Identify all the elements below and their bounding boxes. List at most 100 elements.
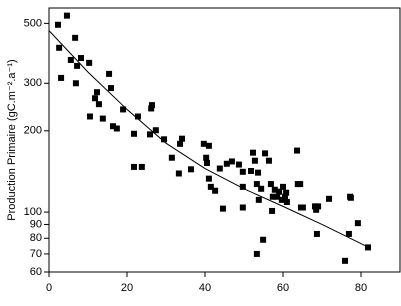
y-tick-label: 100: [24, 206, 42, 218]
x-tick-label: 0: [46, 282, 52, 294]
x-tick-label: 80: [355, 282, 367, 294]
point: [262, 150, 269, 157]
y-tick-label: 200: [24, 125, 42, 137]
point: [255, 169, 262, 176]
point: [248, 167, 255, 174]
point: [205, 175, 212, 182]
point: [177, 140, 184, 147]
point: [113, 125, 120, 132]
point: [235, 161, 242, 168]
y-tick-label: 300: [24, 77, 42, 89]
point: [131, 130, 138, 137]
point: [99, 115, 106, 122]
point: [297, 181, 304, 188]
point: [265, 157, 272, 164]
point: [274, 193, 281, 200]
point: [342, 257, 349, 264]
point: [187, 166, 194, 173]
point: [212, 187, 219, 194]
point: [347, 193, 354, 200]
point: [313, 230, 320, 237]
point: [200, 140, 207, 147]
point: [219, 205, 226, 212]
point: [72, 34, 79, 41]
point: [95, 101, 102, 108]
point: [67, 56, 74, 63]
y-tick-label: 500: [24, 17, 42, 29]
point: [152, 127, 159, 134]
point: [72, 80, 79, 87]
point: [239, 204, 246, 211]
point: [93, 89, 100, 96]
point: [239, 183, 246, 190]
point: [255, 196, 262, 203]
point: [253, 181, 260, 188]
point: [354, 220, 361, 227]
point: [148, 105, 155, 112]
plot-frame: [48, 7, 401, 273]
point: [315, 203, 322, 210]
point: [178, 135, 185, 142]
point: [147, 131, 154, 138]
point: [168, 154, 175, 161]
point: [54, 21, 61, 28]
point: [283, 189, 290, 196]
point: [253, 250, 260, 257]
point: [148, 102, 155, 109]
point: [269, 193, 276, 200]
point: [258, 185, 265, 192]
point: [283, 198, 290, 205]
y-axis-label: Production Primaire (gC.m⁻².a⁻¹): [6, 59, 18, 220]
y-tick-label: 60: [30, 266, 42, 278]
point: [56, 44, 63, 51]
point: [311, 203, 318, 210]
point: [161, 136, 168, 143]
y-tick-label: 80: [30, 232, 42, 244]
point: [345, 230, 352, 237]
point: [131, 163, 138, 170]
point: [228, 158, 235, 165]
point: [280, 183, 286, 190]
point: [203, 154, 210, 161]
x-tick-label: 60: [277, 282, 289, 294]
x-tick-label: 20: [121, 282, 133, 294]
point: [269, 207, 276, 214]
point: [92, 95, 99, 102]
point: [281, 193, 288, 200]
point: [207, 183, 214, 190]
point: [77, 55, 84, 62]
point: [138, 163, 145, 170]
point: [134, 113, 141, 120]
point: [313, 206, 320, 213]
point: [205, 142, 212, 149]
point: [120, 106, 127, 113]
point: [299, 204, 306, 211]
point: [267, 181, 274, 188]
fit-line: [48, 30, 370, 248]
point: [326, 195, 333, 202]
point: [278, 196, 285, 203]
y-tick-label: 70: [30, 248, 42, 260]
point: [271, 186, 278, 193]
point: [223, 160, 230, 167]
point: [203, 159, 210, 166]
point: [106, 70, 113, 77]
y-tick-label: 90: [30, 218, 42, 230]
point: [74, 62, 81, 69]
point: [63, 12, 70, 19]
point: [251, 157, 258, 164]
point: [175, 170, 182, 177]
point: [260, 236, 267, 243]
x-tick-label: 40: [199, 282, 211, 294]
point: [276, 188, 283, 195]
point: [239, 168, 246, 175]
point: [86, 59, 93, 66]
point: [108, 85, 115, 92]
point: [294, 147, 301, 154]
point: [249, 149, 256, 156]
point: [109, 123, 116, 130]
point: [58, 74, 65, 81]
point: [216, 165, 223, 172]
point: [86, 113, 93, 120]
